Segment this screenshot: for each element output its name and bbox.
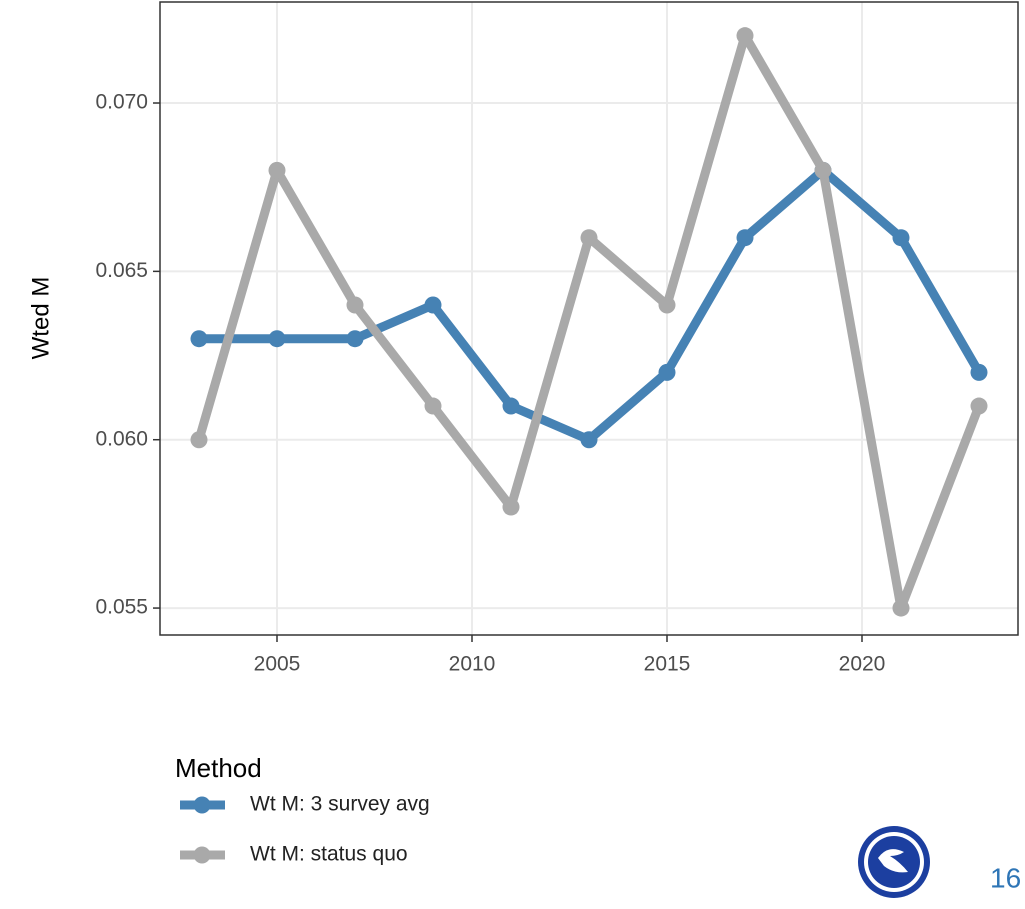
point xyxy=(736,229,754,247)
point xyxy=(424,397,442,415)
point xyxy=(814,161,832,179)
point xyxy=(502,397,520,415)
logo xyxy=(858,826,930,898)
y-tick-label: 0.070 xyxy=(95,91,148,114)
point xyxy=(580,229,598,247)
point xyxy=(970,397,988,415)
point xyxy=(190,330,208,348)
point xyxy=(346,296,364,314)
plot-border xyxy=(159,1,1019,636)
legend-key-point xyxy=(193,796,211,814)
point xyxy=(346,330,364,348)
point xyxy=(658,296,676,314)
point xyxy=(268,161,286,179)
point xyxy=(736,27,754,45)
legend-label: Wt M: status quo xyxy=(250,843,408,866)
y-tick-label: 0.065 xyxy=(95,259,148,282)
plot-panel xyxy=(160,2,1018,635)
point xyxy=(502,498,520,516)
point xyxy=(268,330,286,348)
x-tick-label: 2005 xyxy=(254,653,301,676)
x-tick-label: 2015 xyxy=(644,653,691,676)
point xyxy=(970,363,988,381)
x-tick-label: 2010 xyxy=(449,653,496,676)
y-axis-label: Wted M xyxy=(27,277,54,360)
point xyxy=(580,431,598,449)
point xyxy=(658,363,676,381)
y-tick-label: 0.055 xyxy=(95,596,148,619)
y-tick-label: 0.060 xyxy=(95,427,148,450)
legend-title: Method xyxy=(175,753,262,783)
legend-label: Wt M: 3 survey avg xyxy=(250,793,430,816)
page-number: 16 xyxy=(990,862,1021,893)
point xyxy=(892,229,910,247)
point xyxy=(424,296,442,314)
legend-key-point xyxy=(193,846,211,864)
x-tick-label: 2020 xyxy=(839,653,886,676)
point xyxy=(892,599,910,617)
point xyxy=(190,431,208,449)
